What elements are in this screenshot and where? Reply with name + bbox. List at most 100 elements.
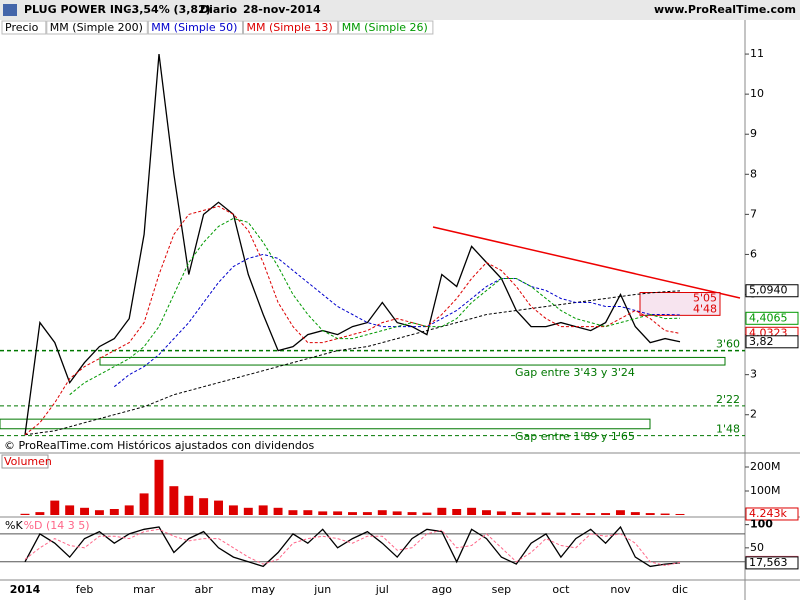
gap-label: Gap entre 3'43 y 3'24 [515, 366, 635, 379]
price-tag-label: 4,4065 [749, 311, 788, 324]
level-label: 1'48 [716, 423, 740, 436]
y-tick-label: 100M [750, 484, 781, 497]
level-label: 3'60 [716, 338, 740, 351]
bar [556, 512, 566, 515]
price-tag-box [745, 556, 799, 570]
legend-label: %D (14 3 5) [24, 519, 90, 532]
bar [660, 513, 670, 515]
bar [154, 459, 164, 515]
bar [169, 486, 179, 515]
bar [482, 510, 491, 515]
price-tag-box [745, 335, 799, 349]
date: 28-nov-2014 [243, 3, 321, 16]
y-tick-label: 11 [750, 47, 764, 60]
legend-box [338, 20, 434, 35]
price-tag-box [745, 284, 799, 298]
bar [50, 500, 60, 515]
symbol: PLUG POWER INC. [24, 3, 135, 16]
legend-label: MM (Simple 50) [151, 21, 237, 34]
x-tick-label: abr [195, 583, 214, 596]
price-tag-box [745, 311, 799, 325]
series-line [69, 217, 681, 396]
x-tick-label: jul [375, 583, 389, 596]
y-tick-label: 3 [750, 368, 757, 381]
legend-label: MM (Simple 26) [342, 21, 428, 34]
bar [214, 500, 223, 515]
series-line [24, 525, 681, 568]
x-tick-label: jun [313, 583, 331, 596]
price-tag-label: 3,82 [749, 335, 774, 348]
bar [20, 513, 30, 515]
gap-label: Gap entre 1'89 y 1'65 [515, 430, 635, 443]
bar [496, 511, 506, 515]
bar [243, 507, 253, 515]
series-line [113, 253, 681, 388]
bar [571, 513, 581, 515]
series-line [24, 528, 681, 567]
legend-label: MM (Simple 200) [50, 21, 143, 34]
bar [630, 512, 640, 515]
x-tick-label: mar [133, 583, 155, 596]
x-tick-label: may [251, 583, 275, 596]
bar [675, 513, 685, 515]
x-tick-label: sep [492, 583, 511, 596]
price-tag-label: 17,563 [749, 556, 788, 569]
trendline [432, 226, 741, 299]
pane-label-box [1, 454, 49, 469]
x-tick-label: oct [552, 583, 570, 596]
y-tick-label: 100 [750, 518, 773, 531]
change: -3,54% (3,82) [127, 3, 211, 16]
volume-title: Volumen [4, 455, 52, 468]
bar [273, 507, 283, 515]
bar [288, 510, 298, 515]
y-tick-label: 6 [750, 247, 757, 260]
bar [94, 510, 104, 515]
bar [601, 513, 611, 515]
legend-box [1, 20, 47, 35]
y-tick-label: 9 [750, 127, 757, 140]
legend-box [147, 20, 243, 35]
price-tag-label: 4.243k [749, 507, 787, 520]
header-bar [0, 0, 800, 20]
logo [3, 4, 17, 16]
price-tag-box [745, 507, 799, 521]
bar [124, 505, 134, 515]
level-label: 2'22 [716, 393, 740, 406]
source-note: © ProRealTime.com Históricos ajustados c… [4, 439, 315, 452]
bar [318, 511, 328, 515]
zone-box [639, 292, 721, 316]
x-tick-label: ago [432, 583, 453, 596]
zone-label: 5'05 [693, 292, 717, 305]
series-line [24, 290, 681, 436]
bar [615, 510, 625, 515]
gap-box [99, 356, 726, 366]
x-tick-label: 2014 [10, 583, 41, 596]
bar [184, 495, 194, 515]
bar [541, 512, 551, 515]
y-tick-label: 8 [750, 167, 757, 180]
price-tag-label: 5,0940 [749, 284, 788, 297]
period: Diario [200, 3, 238, 16]
gap-box [0, 418, 651, 430]
bar [348, 512, 357, 515]
bar [392, 511, 402, 515]
y-tick-label: 50 [750, 541, 764, 554]
legend-box [243, 20, 339, 35]
bar [526, 512, 536, 515]
bar [109, 509, 119, 515]
bar [139, 493, 149, 515]
bar [35, 512, 45, 515]
bar [586, 513, 596, 515]
bar [333, 511, 343, 515]
legend-label: Precio [5, 21, 39, 34]
y-tick-label: 10 [750, 87, 764, 100]
bar [65, 505, 75, 515]
series-line [24, 205, 681, 436]
bar [199, 498, 209, 515]
bar [407, 512, 417, 515]
bar [80, 507, 90, 515]
bar [511, 512, 521, 515]
x-tick-label: nov [610, 583, 631, 596]
